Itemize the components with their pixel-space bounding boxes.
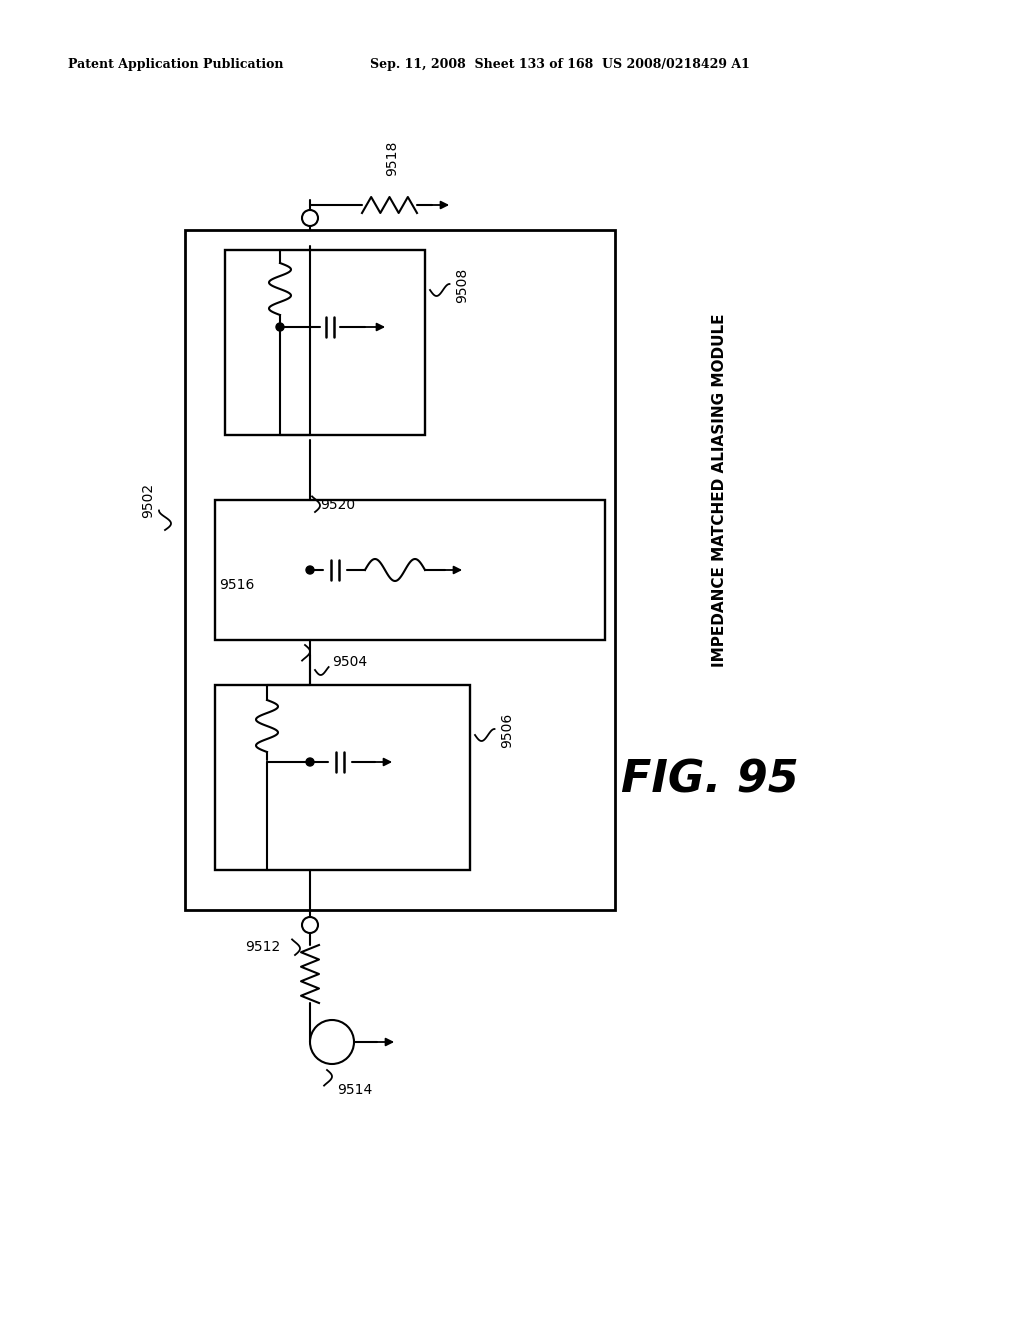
Text: Patent Application Publication: Patent Application Publication — [68, 58, 284, 71]
Bar — [225, 249, 425, 436]
Text: FIG. 95: FIG. 95 — [622, 759, 799, 801]
Text: 9512: 9512 — [245, 940, 280, 954]
Text: 9520: 9520 — [319, 498, 355, 512]
Circle shape — [306, 566, 314, 574]
Text: 9502: 9502 — [141, 482, 155, 517]
Text: 2: 2 — [327, 1034, 337, 1051]
Bar — [185, 230, 615, 909]
Bar — [215, 500, 605, 640]
Text: 9504: 9504 — [332, 655, 368, 669]
Text: Sep. 11, 2008  Sheet 133 of 168  US 2008/0218429 A1: Sep. 11, 2008 Sheet 133 of 168 US 2008/0… — [370, 58, 750, 71]
Text: IMPEDANCE MATCHED ALIASING MODULE: IMPEDANCE MATCHED ALIASING MODULE — [713, 313, 727, 667]
Circle shape — [276, 323, 284, 331]
Circle shape — [302, 917, 318, 933]
Text: 9506: 9506 — [500, 713, 514, 747]
Text: 9516: 9516 — [219, 578, 254, 591]
Bar — [215, 685, 470, 870]
Text: 9514: 9514 — [337, 1082, 373, 1097]
Circle shape — [306, 758, 314, 766]
Text: 9508: 9508 — [455, 268, 469, 302]
Circle shape — [302, 210, 318, 226]
Circle shape — [310, 1020, 354, 1064]
Text: 9518: 9518 — [385, 140, 399, 176]
